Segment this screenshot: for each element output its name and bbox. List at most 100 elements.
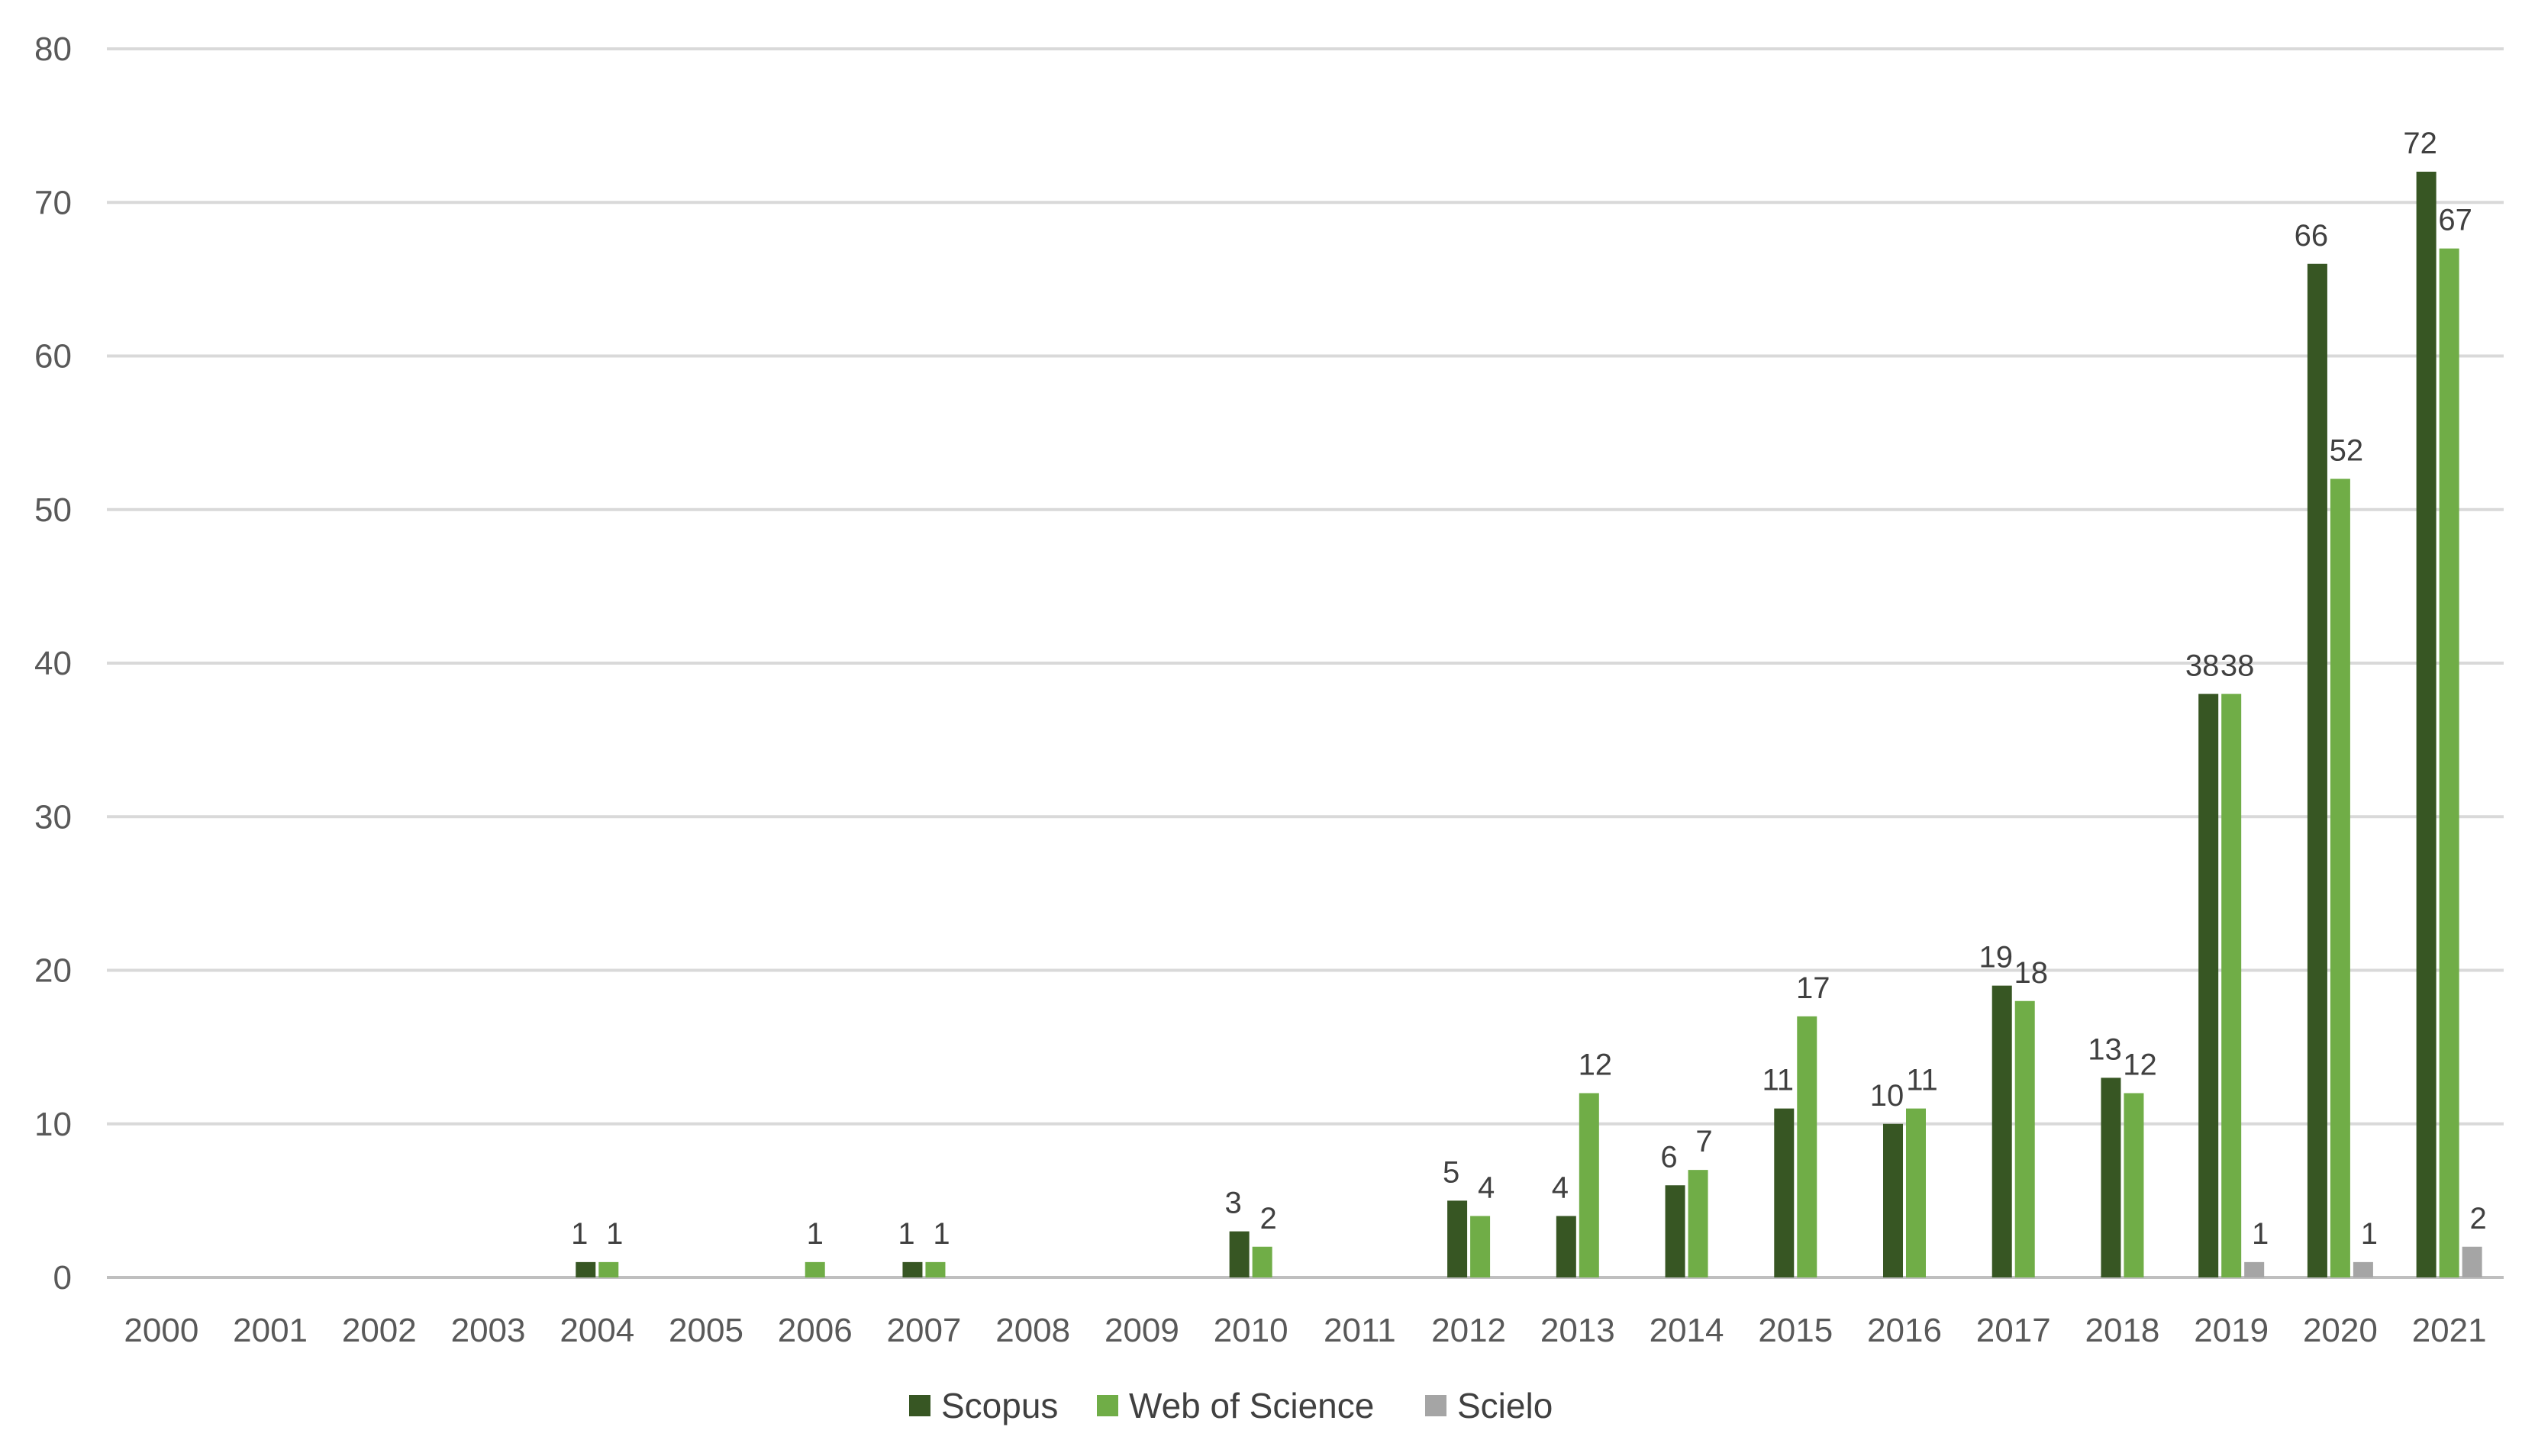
x-tick-label: 2015 [1758,1312,1833,1349]
y-tick-label: 60 [34,338,72,375]
data-label: 4 [1478,1171,1495,1205]
legend-swatch [1425,1395,1446,1416]
x-tick-label: 2012 [1431,1312,1506,1349]
data-label: 38 [2185,649,2220,682]
bar-web-of-science-2014 [1688,1170,1708,1277]
x-axis: 2000 2001 2002 2003 2004 2005 2006 2007 2008 2009… [124,1312,2486,1349]
legend-swatch [1097,1395,1118,1416]
bar-scopus-2019 [2198,694,2219,1277]
legend: Scopus Web of Science Scielo [909,1386,1553,1425]
bar-scopus-2017 [1991,985,2012,1277]
y-tick-label: 50 [34,491,72,529]
bar-scopus-2016 [1883,1123,1903,1277]
legend-label: Scopus [941,1386,1058,1425]
data-label: 13 [2088,1032,2122,1066]
y-tick-label: 80 [34,31,72,68]
data-label: 19 [1979,941,2013,974]
y-tick-label: 20 [34,952,72,990]
bar-web-of-science-2021 [2439,248,2459,1277]
bar-scielo-2020 [2353,1261,2373,1277]
data-label: 1 [807,1217,824,1251]
x-tick-label: 2003 [451,1312,526,1349]
data-label: 1 [606,1217,623,1251]
x-tick-label: 2006 [778,1312,853,1349]
bar-scopus-2018 [2101,1078,2121,1277]
bar-scopus-2020 [2307,263,2327,1277]
legend-swatch [909,1395,930,1416]
bars [576,172,2482,1277]
x-tick-label: 2013 [1540,1312,1615,1349]
y-tick-label: 40 [34,645,72,682]
bar-web-of-science-2013 [1579,1093,1599,1277]
legend-item-web-of-science: Web of Science [1097,1386,1374,1425]
data-label: 17 [1796,971,1830,1005]
x-tick-label: 2011 [1324,1312,1396,1349]
data-label: 7 [1695,1125,1712,1158]
x-tick-label: 2014 [1650,1312,1724,1349]
bar-scopus-2014 [1665,1185,1685,1277]
bar-scopus-2010 [1229,1231,1250,1277]
bar-web-of-science-2016 [1906,1108,1926,1277]
x-tick-label: 2021 [2412,1312,2487,1349]
bar-web-of-science-2010 [1252,1246,1272,1277]
bar-scielo-2021 [2462,1246,2482,1277]
legend-item-scielo: Scielo [1425,1386,1553,1425]
x-tick-label: 2000 [124,1312,198,1349]
x-tick-label: 2020 [2303,1312,2378,1349]
bar-scopus-2012 [1447,1200,1468,1277]
data-label: 6 [1660,1140,1677,1174]
data-label: 12 [1579,1049,1613,1082]
y-axis: 0 10 20 30 40 50 60 70 80 [34,31,72,1297]
data-label: 1 [2252,1217,2269,1251]
bar-web-of-science-2020 [2330,478,2350,1277]
data-label: 66 [2295,219,2329,253]
bar-web-of-science-2017 [2014,1000,2035,1277]
x-tick-label: 2001 [233,1312,308,1349]
x-tick-label: 2019 [2194,1312,2269,1349]
bar-scopus-2013 [1556,1216,1576,1277]
bar-web-of-science-2019 [2221,694,2242,1277]
x-tick-label: 2008 [995,1312,1070,1349]
legend-label: Scielo [1457,1386,1553,1425]
x-tick-label: 2010 [1214,1312,1288,1349]
data-label: 38 [2220,649,2255,682]
bar-web-of-science-2015 [1797,1016,1817,1277]
y-tick-label: 70 [34,184,72,221]
y-tick-label: 30 [34,798,72,836]
data-label: 3 [1225,1187,1242,1220]
legend-item-scopus: Scopus [909,1386,1058,1425]
bar-scielo-2019 [2244,1261,2265,1277]
bar-web-of-science-2006 [805,1261,825,1277]
data-label: 5 [1443,1155,1459,1189]
bar-web-of-science-2007 [925,1261,946,1277]
data-label: 1 [2361,1217,2378,1251]
x-tick-label: 2009 [1105,1312,1179,1349]
x-tick-label: 2004 [560,1312,634,1349]
y-tick-label: 0 [53,1259,72,1297]
x-tick-label: 2005 [669,1312,743,1349]
bar-scopus-2004 [576,1261,596,1277]
x-tick-label: 2018 [2085,1312,2160,1349]
data-label: 11 [1906,1064,1938,1097]
data-label: 1 [933,1217,950,1251]
y-tick-label: 10 [34,1106,72,1143]
bar-scopus-2021 [2416,172,2437,1277]
data-label: 4 [1552,1171,1569,1205]
data-label: 67 [2438,204,2472,237]
data-label: 72 [2403,127,2437,160]
x-tick-label: 2016 [1867,1312,1942,1349]
gridlines [107,47,2504,1279]
bar-scopus-2007 [902,1261,923,1277]
data-label: 1 [898,1217,914,1251]
data-label: 11 [1762,1064,1795,1097]
x-tick-label: 2007 [887,1312,962,1349]
bar-web-of-science-2018 [2124,1093,2144,1277]
data-label: 2 [1260,1202,1277,1235]
data-label: 2 [2470,1202,2487,1235]
data-label: 18 [2014,956,2048,990]
bar-web-of-science-2012 [1470,1216,1491,1277]
bar-web-of-science-2004 [598,1261,619,1277]
data-label: 12 [2123,1049,2157,1082]
